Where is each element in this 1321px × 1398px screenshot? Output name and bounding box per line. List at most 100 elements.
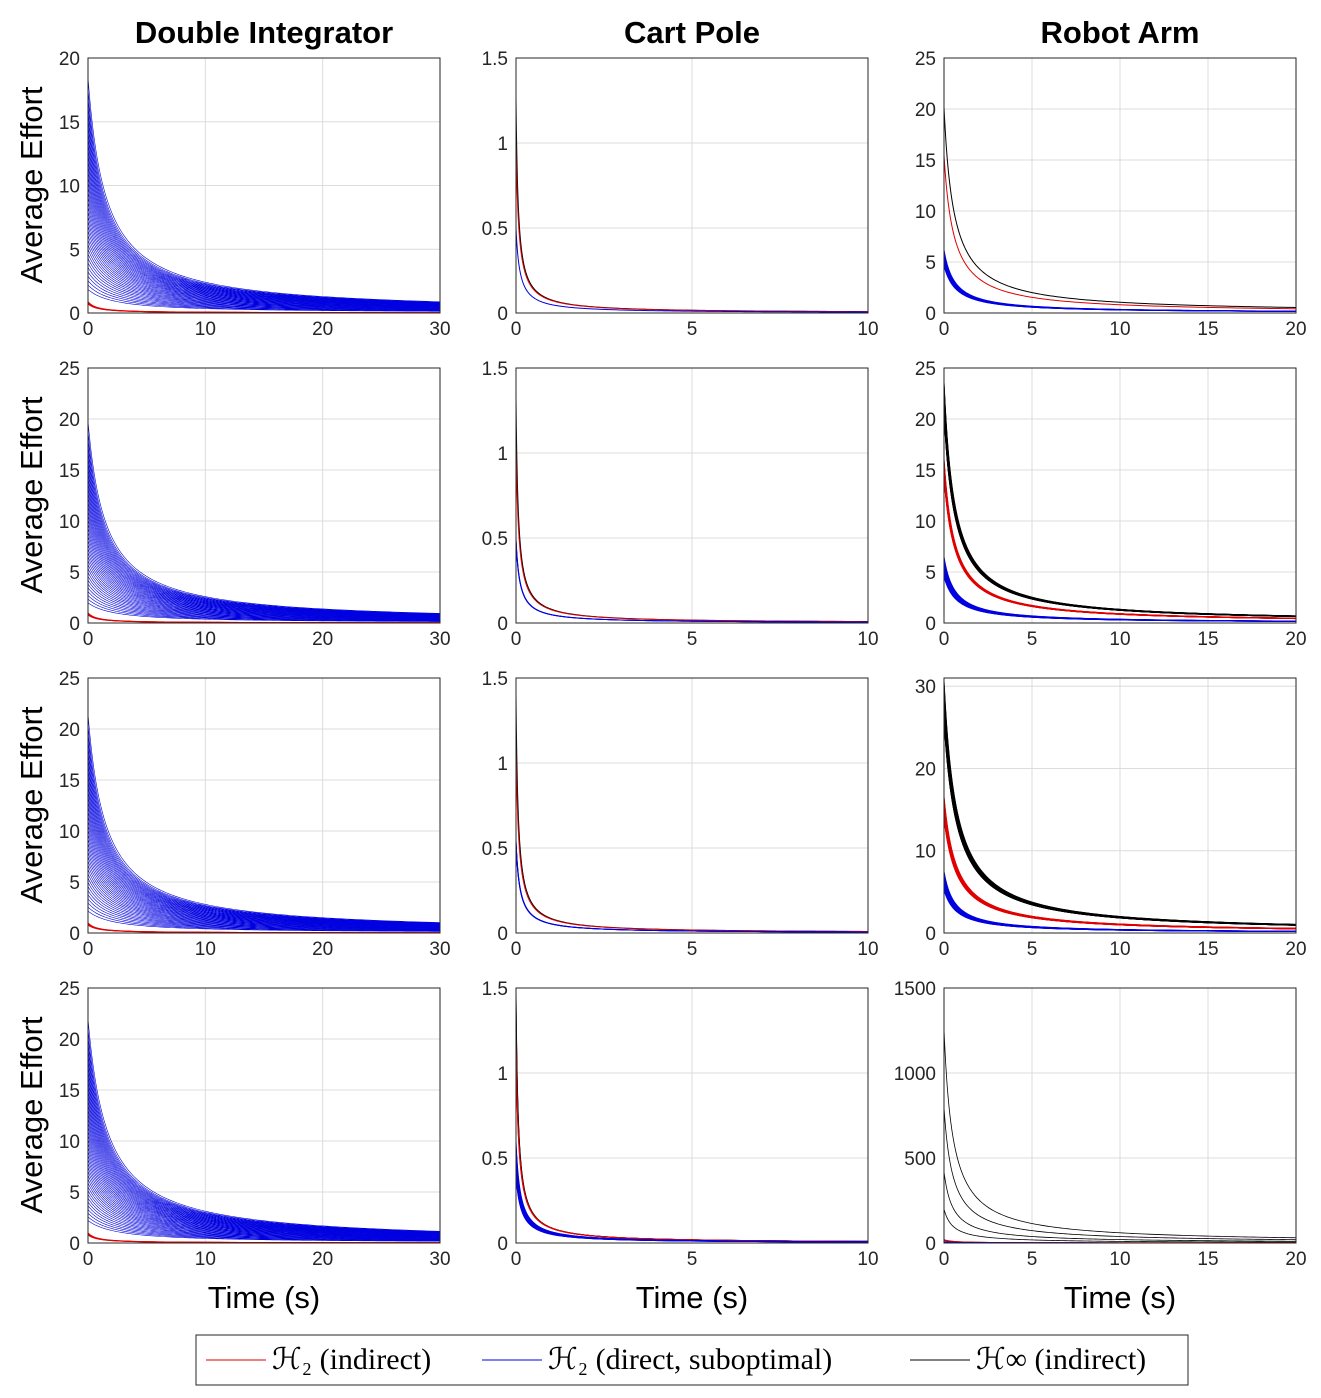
y-tick-label: 5 <box>69 563 80 584</box>
series-line <box>944 889 1296 933</box>
axes-box <box>515 987 869 1244</box>
series-line <box>88 1155 440 1238</box>
subplot-r3-c1: 0 10 20 30 0 5 10 15 20 25 <box>59 669 451 960</box>
y-tick-label: 10 <box>915 512 936 533</box>
series-line <box>516 142 868 313</box>
series-line <box>88 877 440 930</box>
series-line <box>944 719 1296 926</box>
curves <box>88 421 440 623</box>
y-tick-label: 0 <box>69 1234 80 1255</box>
series-line <box>944 817 1296 930</box>
x-tick-label: 30 <box>429 629 450 650</box>
series-line <box>88 851 440 929</box>
series-line <box>88 860 440 929</box>
y-tick-label: 0 <box>69 304 80 325</box>
series-line <box>88 568 440 620</box>
y-tick-label: 15 <box>59 461 80 482</box>
y-tick-label: 1.5 <box>482 669 508 690</box>
subplot-r4-c1: 0 10 20 30 0 5 10 15 20 25 <box>59 979 451 1270</box>
y-tick-label: 10 <box>915 842 936 863</box>
x-tick-label: 0 <box>939 1249 950 1270</box>
y-tick-label: 1 <box>497 754 508 775</box>
y-tick-label: 0.5 <box>482 529 508 550</box>
series-line <box>88 906 440 932</box>
series-line <box>88 165 440 306</box>
series-line <box>88 886 440 931</box>
series-line <box>88 284 440 312</box>
y-tick-label: 0.5 <box>482 839 508 860</box>
y-tick-label: 25 <box>59 359 80 380</box>
column-title-cart-pole: Cart Pole <box>624 15 760 50</box>
axes-box <box>87 367 441 624</box>
y-tick-label: 20 <box>915 100 936 121</box>
series-line <box>88 833 440 928</box>
series-line <box>88 1147 440 1237</box>
series-line <box>88 751 440 925</box>
column-title-robot-arm: Robot Arm <box>1041 15 1200 50</box>
series-line <box>88 496 440 617</box>
series-line <box>516 1176 868 1243</box>
series-line <box>88 583 440 621</box>
series-line <box>88 560 440 620</box>
series-line <box>88 910 440 932</box>
y-tick-label: 5 <box>69 240 80 261</box>
series-line <box>88 1175 440 1239</box>
series-line <box>88 856 440 929</box>
series-line <box>516 227 868 313</box>
x-tick-label: 10 <box>1109 939 1130 960</box>
x-tick-label: 0 <box>511 629 522 650</box>
y-tick-label: 20 <box>915 410 936 431</box>
series-line <box>88 1212 440 1242</box>
series-line <box>944 412 1296 618</box>
x-tick-label: 10 <box>195 1249 216 1270</box>
axes-box <box>515 57 869 314</box>
y-axis-label-row-2: Average Effort <box>14 396 49 593</box>
series-line <box>88 1089 440 1235</box>
series-line <box>88 253 440 310</box>
y-tick-label: 0 <box>497 1234 508 1255</box>
x-tick-label: 5 <box>687 319 698 340</box>
curves <box>944 383 1296 622</box>
series-line <box>88 873 440 930</box>
series-line <box>88 576 440 621</box>
series-line <box>88 130 440 304</box>
y-tick-label: 30 <box>915 677 936 698</box>
y-tick-label: 0 <box>69 614 80 635</box>
series-line <box>88 745 440 924</box>
series-line <box>944 106 1296 308</box>
x-tick-label: 5 <box>1027 1249 1038 1270</box>
x-tick-label: 15 <box>1197 629 1218 650</box>
axes-box <box>87 57 441 314</box>
y-tick-label: 10 <box>59 1132 80 1153</box>
series-line <box>88 1186 440 1240</box>
legend-label-hinf-indirect: ℋ∞ (indirect) <box>976 1343 1146 1376</box>
y-tick-label: 5 <box>925 563 936 584</box>
x-tick-label: 20 <box>1285 319 1306 340</box>
series-line <box>88 239 440 309</box>
series-line <box>88 206 440 307</box>
series-line <box>88 1182 440 1239</box>
series-line <box>88 124 440 304</box>
y-tick-label: 20 <box>59 410 80 431</box>
subplot-r1-c2: 0 5 10 0 0.5 1 1.5 <box>482 49 879 340</box>
series-line <box>88 221 440 308</box>
legend-label-h2-indirect: ℋ₂ (indirect) <box>272 1343 431 1376</box>
series-line <box>88 829 440 928</box>
series-line <box>88 1205 440 1241</box>
x-tick-label: 5 <box>687 629 698 650</box>
series-line <box>88 1201 440 1241</box>
series-line <box>88 847 440 928</box>
curves <box>516 694 868 933</box>
series-line <box>88 602 440 622</box>
series-line <box>88 790 440 926</box>
y-tick-label: 20 <box>915 759 936 780</box>
series-line <box>88 235 440 309</box>
x-tick-label: 10 <box>1109 629 1130 650</box>
y-tick-label: 1.5 <box>482 979 508 1000</box>
series-line <box>88 1194 440 1240</box>
subplot-r2-c3: 0 5 10 15 20 0 5 10 15 20 25 <box>915 359 1307 650</box>
series-line <box>88 810 440 927</box>
series-line <box>88 824 440 927</box>
x-tick-label: 20 <box>1285 1249 1306 1270</box>
